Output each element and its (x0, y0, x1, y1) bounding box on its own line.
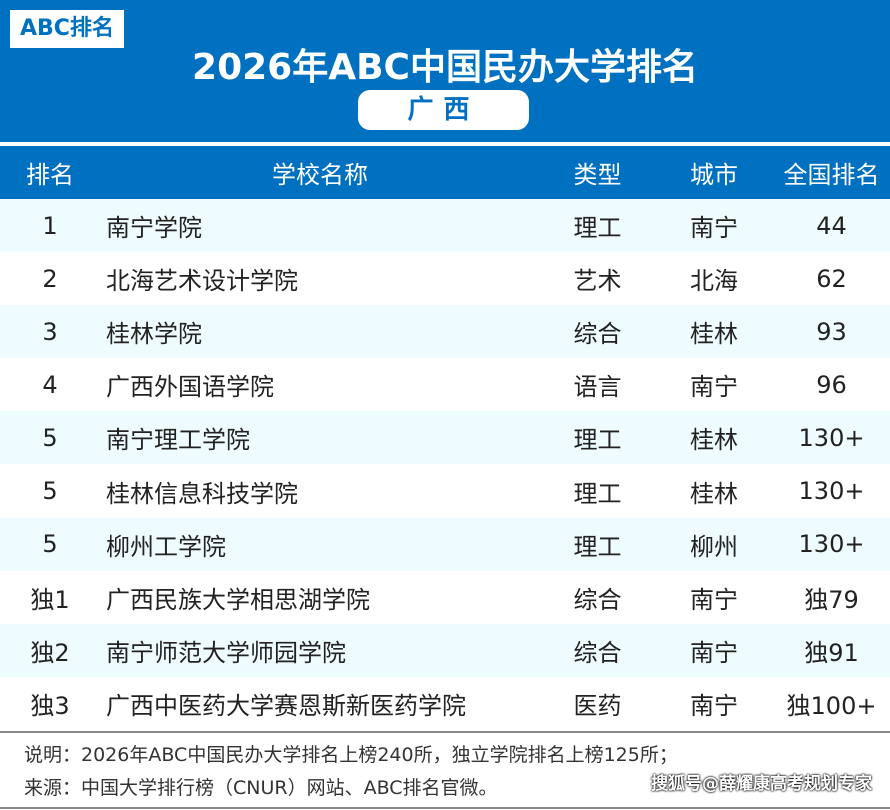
cell-name: 南宁师范大学师园学院 (106, 638, 346, 667)
cell-national: 96 (816, 370, 847, 399)
cell-name: 南宁学院 (106, 214, 202, 243)
cell-rank: 独2 (30, 638, 70, 667)
cell-national: 独91 (804, 638, 859, 667)
cell-type: 理工 (573, 214, 622, 243)
cell-name: 桂林学院 (106, 320, 202, 349)
abc-logo: ABC排名 (10, 10, 124, 48)
page-title: 2026年ABC中国民办大学排名 (192, 47, 698, 88)
cell-city: 桂林 (690, 320, 738, 349)
cell-rank: 1 (42, 211, 58, 240)
region-badge: 广西 (358, 90, 529, 130)
cell-type: 理工 (573, 479, 622, 508)
footer: 说明：2026年ABC中国民办大学排名上榜240所，独立学院排名上榜125所； … (0, 731, 890, 809)
table-row: 独2 南宁师范大学师园学院 综合 南宁 独91 (0, 623, 890, 677)
col-city: 城市 (690, 161, 738, 189)
watermark: 搜狐号@薛耀康高考规划专家 (651, 774, 872, 794)
table-row: 5 柳州工学院 理工 柳州 130+ (0, 517, 890, 571)
table-row: 5 南宁理工学院 理工 桂林 130+ (0, 411, 890, 465)
cell-rank: 3 (42, 317, 58, 346)
cell-type: 语言 (573, 373, 622, 402)
cell-city: 南宁 (690, 373, 738, 402)
cell-name: 广西外国语学院 (106, 373, 274, 402)
cell-type: 理工 (573, 532, 622, 561)
cell-rank: 独1 (30, 585, 70, 614)
cell-national: 62 (816, 264, 847, 293)
cell-city: 南宁 (690, 214, 738, 243)
col-national: 全国排名 (783, 161, 880, 189)
col-rank: 排名 (26, 161, 74, 189)
cell-type: 医药 (573, 691, 622, 720)
cell-rank: 独3 (30, 691, 70, 720)
cell-national: 44 (816, 211, 847, 240)
cell-rank: 4 (42, 370, 58, 399)
footer-note: 说明：2026年ABC中国民办大学排名上榜240所，独立学院排名上榜125所； (24, 744, 678, 766)
cell-name: 北海艺术设计学院 (106, 267, 298, 296)
cell-city: 北海 (690, 267, 738, 296)
title-banner: ABC排名 2026年ABC中国民办大学排名 广西 (0, 0, 890, 142)
cell-name: 柳州工学院 (106, 532, 226, 561)
cell-national: 130+ (798, 423, 865, 452)
cell-type: 艺术 (573, 267, 622, 296)
cell-national: 130+ (798, 477, 865, 506)
col-type: 类型 (573, 161, 622, 189)
table-body: 1 南宁学院 理工 南宁 44 2 北海艺术设计学院 艺术 北海 62 3 桂林学院 综合 桂林 93 4 广西… (0, 199, 890, 730)
cell-city: 柳州 (690, 532, 738, 561)
cell-name: 广西民族大学相思湖学院 (106, 585, 370, 614)
cell-name: 南宁理工学院 (106, 426, 250, 455)
cell-city: 南宁 (690, 638, 738, 667)
table-row: 3 桂林学院 综合 桂林 93 (0, 305, 890, 359)
cell-type: 理工 (573, 426, 622, 455)
cell-type: 综合 (573, 320, 622, 349)
cell-rank: 5 (42, 477, 58, 506)
cell-name: 桂林信息科技学院 (106, 479, 298, 508)
cell-national: 独100+ (786, 691, 877, 720)
cell-city: 南宁 (690, 691, 738, 720)
cell-city: 南宁 (690, 585, 738, 614)
cell-type: 综合 (573, 638, 622, 667)
table-row: 独1 广西民族大学相思湖学院 综合 南宁 独79 (0, 571, 890, 624)
table-row: 独3 广西中医药大学赛恩斯新医药学院 医药 南宁 独100+ (0, 677, 890, 730)
cell-national: 93 (816, 317, 847, 346)
table-row: 2 北海艺术设计学院 艺术 北海 62 (0, 252, 890, 305)
cell-national: 130+ (798, 530, 865, 559)
cell-national: 独79 (804, 585, 859, 614)
cell-type: 综合 (573, 585, 622, 614)
table-row: 4 广西外国语学院 语言 南宁 96 (0, 358, 890, 411)
cell-name: 广西中医药大学赛恩斯新医药学院 (106, 691, 466, 720)
table-header: 排名 学校名称 类型 城市 全国排名 (0, 146, 890, 199)
footer-source: 来源：中国大学排行榜（CNUR）网站、ABC排名官微。 (24, 777, 498, 799)
cell-city: 桂林 (690, 479, 738, 508)
table-row: 5 桂林信息科技学院 理工 桂林 130+ (0, 464, 890, 517)
cell-city: 桂林 (690, 426, 738, 455)
cell-rank: 5 (42, 530, 58, 559)
cell-rank: 2 (42, 264, 58, 293)
col-name: 学校名称 (272, 161, 368, 189)
table-row: 1 南宁学院 理工 南宁 44 (0, 199, 890, 253)
cell-rank: 5 (42, 423, 58, 452)
